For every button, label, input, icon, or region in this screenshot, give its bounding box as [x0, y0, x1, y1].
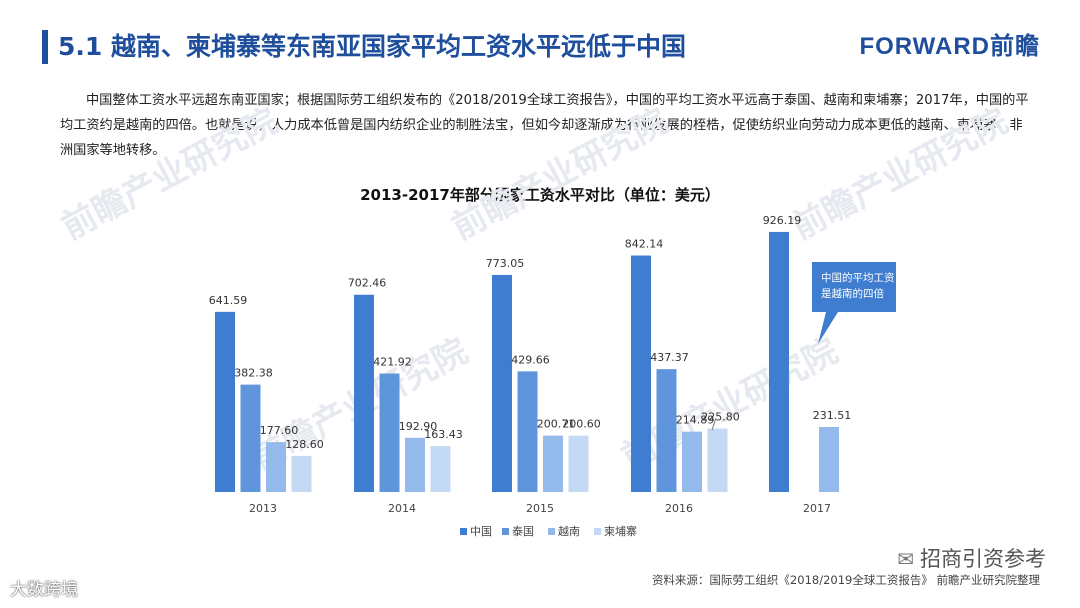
data-label-中国-2014: 702.46: [348, 277, 387, 290]
data-label-越南-2013: 177.60: [260, 424, 299, 437]
bar-泰国-2014: [379, 373, 400, 492]
data-label-中国-2017: 926.19: [763, 214, 802, 227]
bar-中国-2013: [215, 311, 235, 492]
data-label-泰国-2016: 437.37: [650, 351, 689, 364]
data-label-中国-2013: 641.59: [209, 294, 248, 307]
data-label-柬埔寨-2013: 128.60: [285, 438, 324, 451]
bar-柬埔寨-2015: [568, 435, 589, 492]
annotation-text-line1: 中国的平均工资: [821, 271, 895, 284]
legend-label-柬埔寨: 柬埔寨: [604, 524, 637, 538]
x-tick-label-2016: 2016: [665, 502, 693, 515]
watermark-1: 前瞻产业研究院: [445, 101, 674, 248]
data-label-柬埔寨-2015: 200.60: [562, 418, 601, 431]
bar-中国-2017: [769, 231, 789, 492]
data-label-越南-2016: 214.89: [676, 414, 715, 427]
corner-logo: 大数跨境: [10, 580, 78, 600]
bar-中国-2015: [492, 274, 512, 492]
data-label-中国-2016: 842.14: [625, 238, 664, 251]
legend-swatch-越南: [548, 528, 555, 535]
legend-swatch-柬埔寨: [594, 528, 601, 535]
page-title: 5.1 越南、柬埔寨等东南亚国家平均工资水平远低于中国: [58, 32, 686, 61]
annotation-callout: [812, 262, 896, 344]
bar-越南-2017: [819, 426, 839, 492]
x-tick-label-2017: 2017: [803, 502, 831, 515]
legend-swatch-中国: [460, 528, 467, 535]
wechat-account: ✉ 招商引资参考: [897, 543, 1046, 573]
brand-logo: FORWARD前瞻: [859, 33, 1040, 60]
legend-label-泰国: 泰国: [512, 524, 534, 538]
title-accent-bar: [42, 30, 48, 64]
data-label-泰国-2014: 421.92: [373, 356, 412, 369]
annotation-text-line2: 是越南的四倍: [821, 287, 884, 300]
bar-越南-2016: [682, 431, 702, 492]
bar-越南-2013: [266, 442, 286, 492]
bar-泰国-2015: [517, 371, 538, 492]
chart-title: 2013-2017年部分国家工资水平对比（单位：美元）: [360, 186, 720, 204]
data-label-越南-2017: 231.51: [813, 409, 852, 422]
data-label-越南-2014: 192.90: [399, 420, 438, 433]
watermark-0: 前瞻产业研究院: [55, 101, 284, 248]
bar-泰国-2016: [656, 369, 677, 492]
data-label-泰国-2013: 382.38: [234, 367, 273, 380]
data-label-越南-2015: 200.71: [537, 418, 576, 431]
bar-中国-2014: [354, 294, 374, 492]
wechat-icon: ✉: [897, 547, 914, 571]
watermark-2: 前瞻产业研究院: [785, 101, 1014, 248]
intro-paragraph: 中国整体工资水平远超东南亚国家；根据国际劳工组织发布的《2018/2019全球工…: [60, 93, 1029, 158]
x-tick-label-2013: 2013: [249, 502, 277, 515]
data-label-柬埔寨-2014: 163.43: [424, 428, 463, 441]
wechat-account-label: 招商引资参考: [920, 547, 1046, 571]
bar-中国-2016: [631, 255, 651, 492]
data-label-柬埔寨-2016: 225.80: [701, 411, 740, 424]
data-label-中国-2015: 773.05: [486, 257, 525, 270]
data-label-泰国-2015: 429.66: [511, 353, 550, 366]
bar-越南-2015: [543, 435, 563, 492]
leader-line-2016: [711, 417, 717, 431]
legend-swatch-泰国: [502, 528, 509, 535]
x-tick-label-2015: 2015: [526, 502, 554, 515]
bar-越南-2014: [405, 437, 425, 492]
source-note: 资料来源：国际劳工组织《2018/2019全球工资报告》 前瞻产业研究院整理: [651, 573, 1040, 587]
legend-label-中国: 中国: [470, 525, 492, 538]
bar-泰国-2013: [240, 384, 261, 492]
bar-柬埔寨-2013: [291, 455, 312, 492]
bar-柬埔寨-2014: [430, 446, 451, 492]
x-tick-label-2014: 2014: [388, 502, 416, 515]
legend-label-越南: 越南: [558, 524, 580, 538]
bar-柬埔寨-2016: [707, 428, 728, 492]
